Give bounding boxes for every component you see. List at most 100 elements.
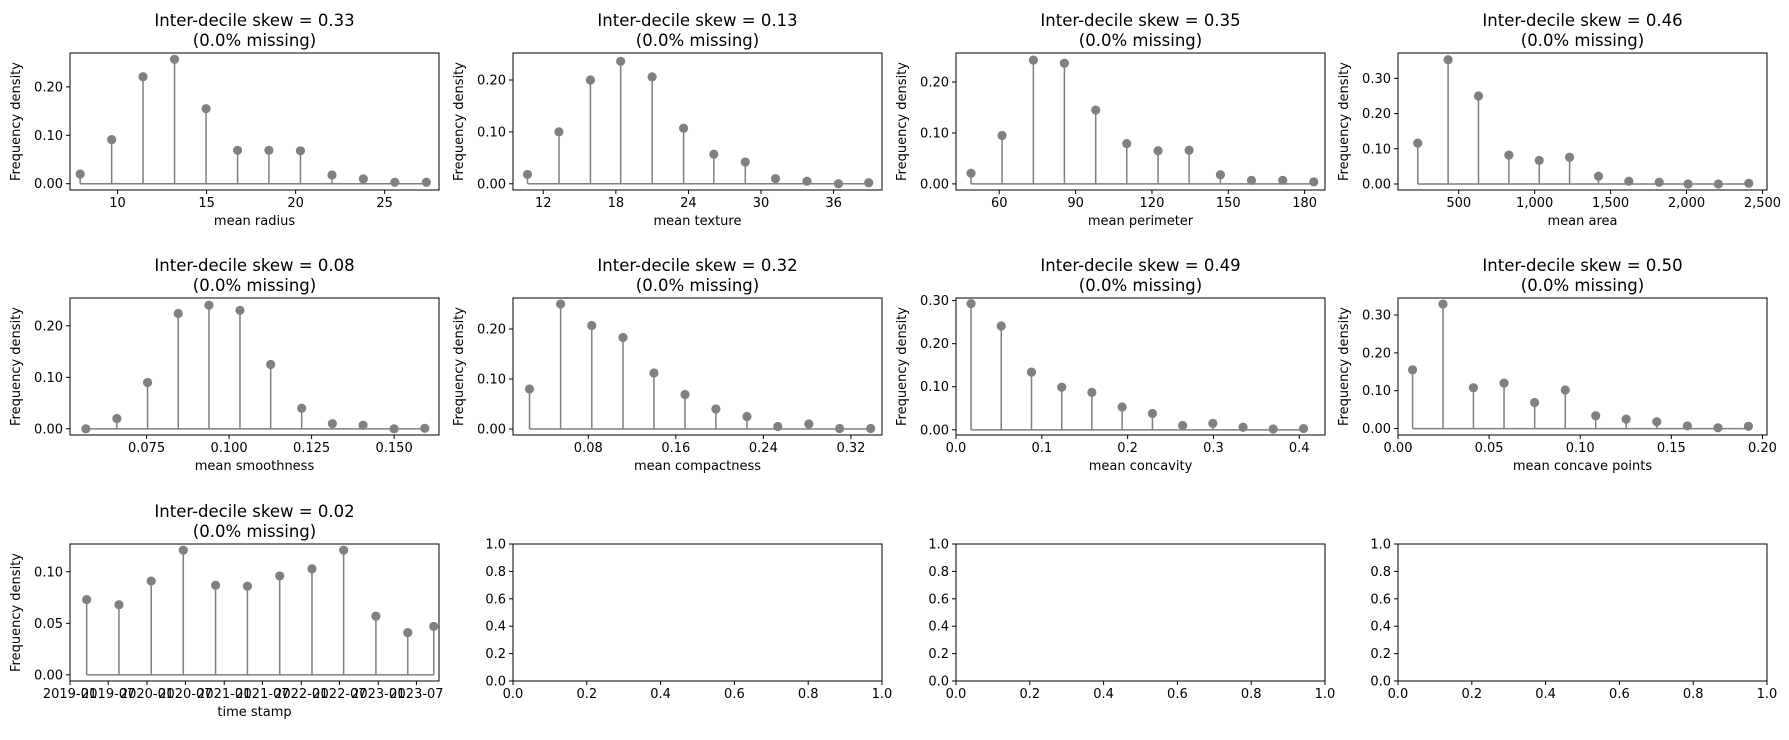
data-point bbox=[1443, 55, 1453, 65]
x-tick-label: 150 bbox=[1216, 196, 1241, 211]
x-tick-label: 90 bbox=[1067, 196, 1084, 211]
x-tick-label: 0.05 bbox=[1475, 441, 1504, 456]
data-point bbox=[524, 384, 535, 394]
data-point bbox=[773, 421, 783, 432]
data-point bbox=[371, 611, 381, 621]
subplot-title: Inter-decile skew = 0.49 bbox=[1040, 256, 1240, 275]
y-axis-label: Frequency density bbox=[895, 307, 910, 426]
x-axis-label: mean perimeter bbox=[1088, 214, 1194, 229]
data-point bbox=[1560, 385, 1570, 395]
data-point bbox=[1208, 418, 1218, 428]
y-tick-label: 0.10 bbox=[920, 380, 949, 395]
subplot-subtitle: (0.0% missing) bbox=[1521, 276, 1644, 295]
x-tick-label: 0.8 bbox=[1241, 687, 1262, 702]
subplot-11: 0.0 0.2 0.4 0.6 0.8 1.0 0.0 0.2 0.4 0.6 0.8 1.0 bbox=[928, 538, 1335, 703]
data-point bbox=[1238, 422, 1248, 432]
y-axis-label: Frequency density bbox=[452, 62, 467, 181]
axes-frame bbox=[69, 297, 440, 436]
x-tick-label: 0.16 bbox=[661, 441, 690, 456]
subplot-title: Inter-decile skew = 0.33 bbox=[154, 11, 354, 30]
x-tick-label: 36 bbox=[825, 196, 842, 211]
data-point bbox=[833, 179, 844, 189]
y-tick-label: 0.30 bbox=[1362, 72, 1391, 87]
data-point bbox=[1309, 177, 1319, 187]
y-axis-label: Frequency density bbox=[452, 307, 467, 426]
data-point bbox=[1026, 367, 1037, 377]
x-tick-label: 0.100 bbox=[210, 441, 247, 456]
data-point bbox=[1654, 177, 1664, 187]
data-point bbox=[420, 423, 430, 433]
data-point bbox=[327, 170, 337, 180]
data-point bbox=[1117, 402, 1127, 412]
subplot-12: 0.0 0.2 0.4 0.6 0.8 1.0 0.0 0.2 0.4 0.6 0.8 1.0 bbox=[1370, 538, 1777, 703]
subplot-2: 12 18 24 30 36 0.00 0.10 0.20 Inter-decile skew … bbox=[452, 11, 883, 229]
axes-frame bbox=[69, 52, 440, 191]
data-point bbox=[1246, 175, 1257, 185]
data-point bbox=[680, 389, 690, 400]
subplot-title: Inter-decile skew = 0.13 bbox=[597, 11, 797, 30]
x-tick-label: 0.2 bbox=[576, 687, 597, 702]
y-tick-label: 0.20 bbox=[1362, 107, 1391, 122]
y-tick-label: 0.00 bbox=[920, 423, 949, 438]
x-tick-label: 1.0 bbox=[872, 687, 893, 702]
data-point bbox=[81, 424, 91, 434]
data-point bbox=[1091, 105, 1101, 115]
data-point bbox=[1057, 382, 1067, 392]
data-point bbox=[266, 359, 276, 370]
data-point bbox=[421, 177, 431, 187]
x-axis-label: mean concave points bbox=[1513, 459, 1652, 474]
x-axis-label: mean area bbox=[1548, 214, 1618, 229]
x-tick-label: 0.6 bbox=[1167, 687, 1188, 702]
x-tick-label: 180 bbox=[1292, 196, 1317, 211]
y-tick-label: 0.8 bbox=[928, 565, 949, 580]
axes-frame bbox=[1397, 543, 1768, 682]
data-point bbox=[173, 308, 183, 319]
axes-frame bbox=[1397, 297, 1768, 436]
x-tick-label: 0.8 bbox=[798, 687, 819, 702]
x-tick-label: 2019-01 bbox=[43, 687, 97, 702]
data-point bbox=[1087, 387, 1097, 397]
y-axis-label: Frequency density bbox=[9, 307, 24, 426]
y-tick-label: 0.10 bbox=[477, 125, 506, 140]
x-tick-label: 0.4 bbox=[1289, 441, 1310, 456]
axes-frame bbox=[955, 543, 1326, 682]
x-tick-label: 0.20 bbox=[1748, 441, 1777, 456]
x-tick-label: 1,000 bbox=[1516, 196, 1553, 211]
subplot-subtitle: (0.0% missing) bbox=[193, 276, 316, 295]
data-point bbox=[1564, 152, 1575, 162]
x-tick-label: 0.2 bbox=[1117, 441, 1138, 456]
x-tick-label: 0.6 bbox=[1609, 687, 1630, 702]
data-point bbox=[112, 413, 122, 424]
y-tick-label: 0.00 bbox=[920, 177, 949, 192]
x-axis-label: mean compactness bbox=[634, 459, 761, 474]
data-point bbox=[1215, 170, 1226, 180]
y-tick-label: 0.8 bbox=[1370, 565, 1391, 580]
x-tick-label: 2021-01 bbox=[197, 687, 251, 702]
subplot-title: Inter-decile skew = 0.02 bbox=[154, 502, 354, 521]
x-tick-label: 2022-01 bbox=[274, 687, 328, 702]
data-point bbox=[1593, 171, 1604, 181]
x-tick-label: 24 bbox=[680, 196, 697, 211]
subplot-subtitle: (0.0% missing) bbox=[193, 31, 316, 50]
subplot-5: 0.075 0.100 0.125 0.150 0.00 0.10 0.20 Inter-de… bbox=[9, 256, 440, 474]
y-tick-label: 0.20 bbox=[920, 76, 949, 91]
data-point bbox=[389, 424, 399, 434]
data-point bbox=[1621, 414, 1631, 424]
y-tick-label: 0.30 bbox=[920, 294, 949, 309]
y-tick-label: 0.10 bbox=[1362, 142, 1391, 157]
x-axis-label: mean texture bbox=[654, 214, 742, 229]
data-point bbox=[178, 545, 188, 555]
data-point bbox=[711, 404, 721, 414]
data-point bbox=[1468, 383, 1479, 393]
subplot-6: 0.08 0.16 0.24 0.32 0.00 0.10 0.20 Inter-decile… bbox=[452, 256, 883, 474]
x-tick-label: 0.3 bbox=[1203, 441, 1224, 456]
data-point bbox=[1298, 423, 1309, 434]
data-point bbox=[1268, 424, 1278, 434]
subplot-title: Inter-decile skew = 0.46 bbox=[1482, 11, 1682, 30]
y-tick-label: 0.20 bbox=[920, 337, 949, 352]
data-point bbox=[204, 300, 214, 310]
axes-frame bbox=[512, 52, 883, 191]
subplot-4: 500 1,000 1,500 2,000 2,500 0.00 0.10 0.20 0.30 I… bbox=[1337, 11, 1781, 229]
x-tick-label: 120 bbox=[1140, 196, 1165, 211]
x-tick-label: 0.10 bbox=[1566, 441, 1595, 456]
